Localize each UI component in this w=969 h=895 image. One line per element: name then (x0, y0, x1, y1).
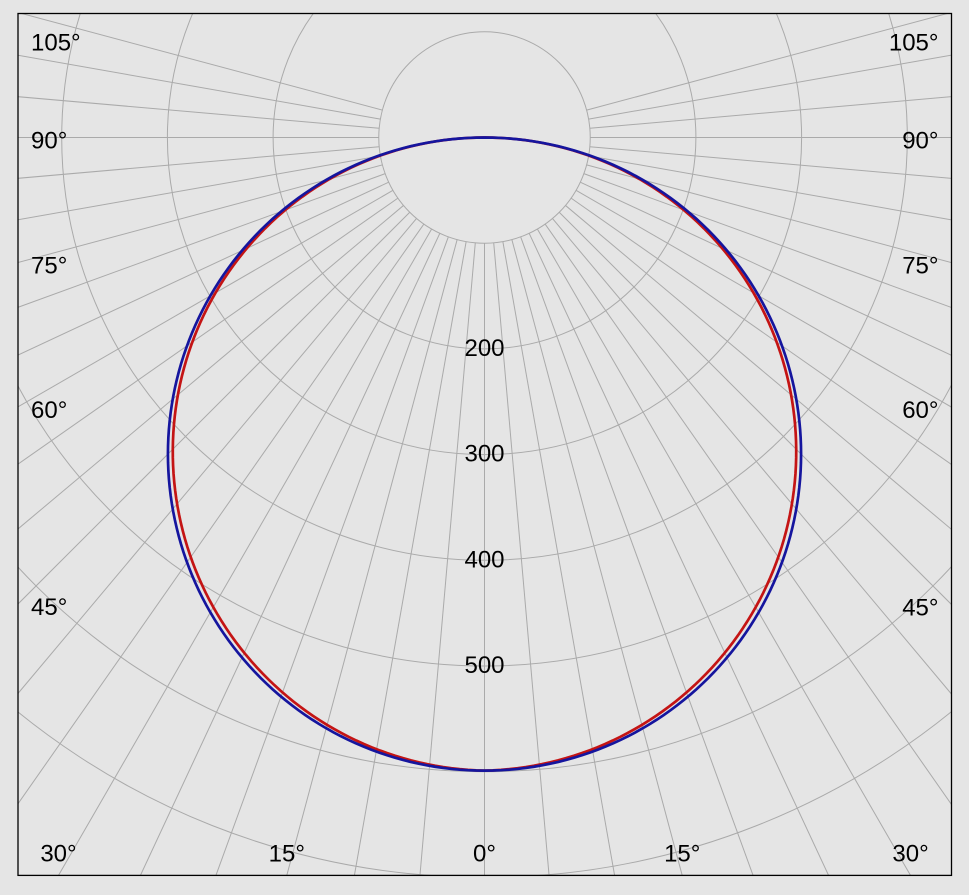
svg-text:200: 200 (464, 335, 504, 362)
svg-text:75°: 75° (902, 253, 938, 280)
svg-text:105°: 105° (889, 30, 939, 57)
svg-text:400: 400 (464, 546, 504, 573)
svg-text:300: 300 (464, 441, 504, 468)
svg-text:30°: 30° (892, 840, 928, 867)
svg-text:45°: 45° (902, 595, 938, 622)
svg-text:90°: 90° (31, 128, 67, 155)
svg-text:500: 500 (464, 652, 504, 679)
svg-text:30°: 30° (40, 840, 76, 867)
svg-text:60°: 60° (902, 397, 938, 424)
svg-text:60°: 60° (31, 397, 67, 424)
svg-text:105°: 105° (31, 30, 81, 57)
svg-text:90°: 90° (902, 128, 938, 155)
svg-text:0°: 0° (473, 840, 496, 867)
svg-text:15°: 15° (664, 840, 700, 867)
svg-text:45°: 45° (31, 594, 67, 621)
svg-text:15°: 15° (269, 840, 305, 867)
svg-text:75°: 75° (31, 253, 67, 280)
